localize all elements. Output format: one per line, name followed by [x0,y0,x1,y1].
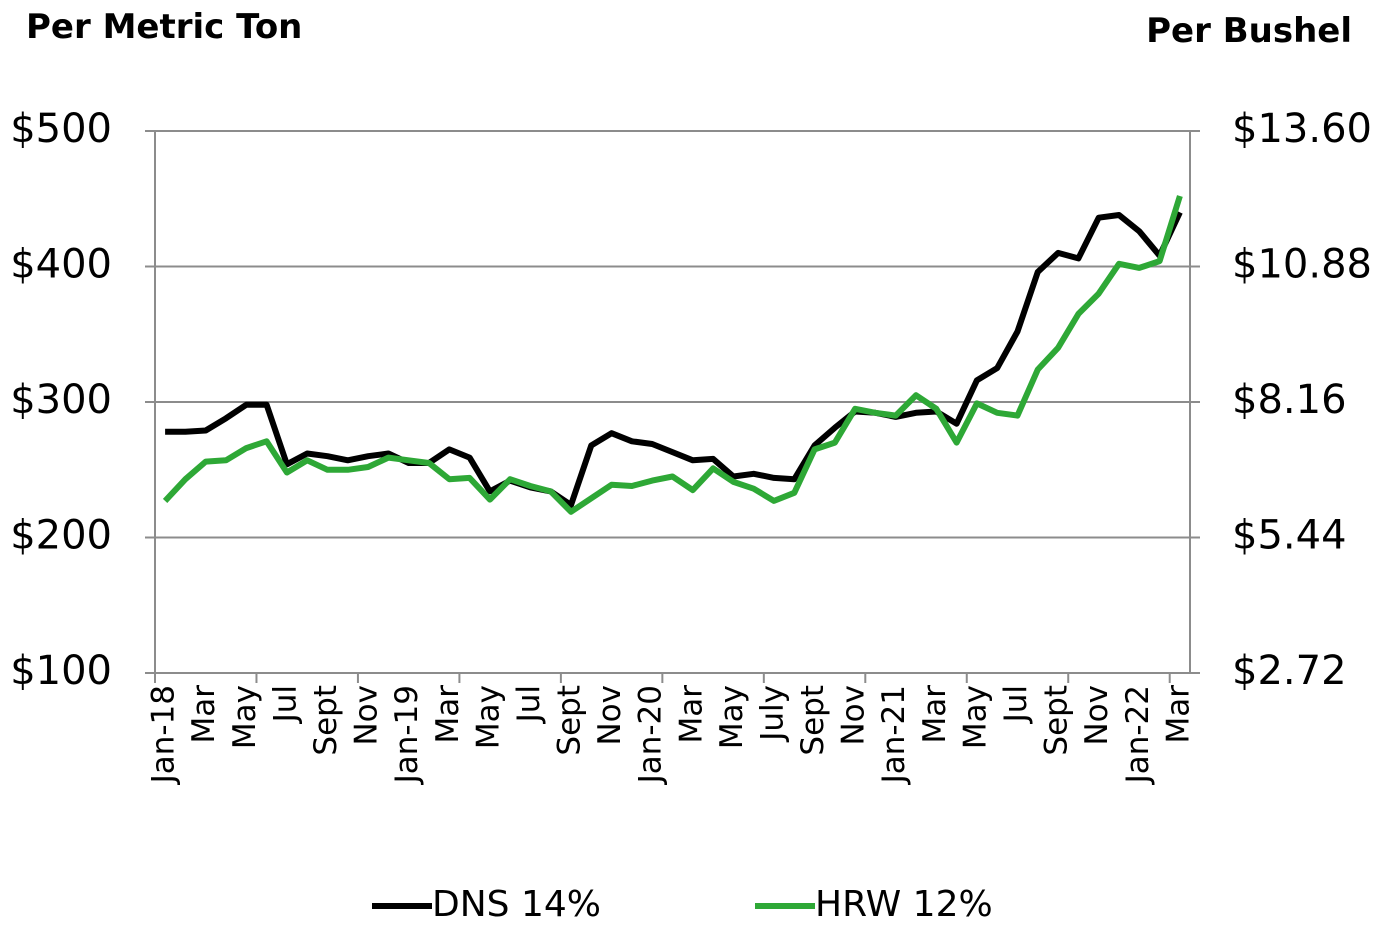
legend-label: HRW 12% [815,884,993,925]
line-series [162,195,1183,515]
x-tick-label: Nov [836,685,872,746]
line-series [165,211,1183,508]
y2-tick-label: $10.88 [1232,242,1372,288]
x-tick-label: Mar [673,685,709,744]
legend-label: DNS 14% [432,884,601,925]
x-tick-label: Nov [349,685,385,746]
x-tick-label: May [714,685,750,749]
y2-tick-label: $2.72 [1232,648,1347,694]
x-tick-label: Jul [267,685,303,724]
y-axis-label: Per Metric Ton [26,7,302,47]
y-tick-label: $500 [10,106,112,152]
x-tick-label: Jan-22 [1120,685,1156,785]
y2-tick-label: $8.16 [1232,377,1347,423]
y2-tick-label: $13.60 [1232,106,1372,152]
x-tick-label: May [957,685,993,749]
x-tick-label: Mar [1160,685,1196,744]
x-tick-label: May [470,685,506,749]
x-tick-label: Nov [1079,685,1115,746]
y2-tick-label: $5.44 [1232,513,1347,559]
x-tick-label: Sept [552,685,588,756]
y-tick-label: $200 [10,513,112,559]
y2-axis-label: Per Bushel [1146,11,1352,51]
x-tick-label: Sept [795,685,831,756]
x-tick-label: Sept [1039,685,1075,756]
y-tick-label: $400 [10,242,112,288]
y-tick-label: $300 [10,377,112,423]
x-tick-label: Sept [308,685,344,756]
x-tick-label: July [754,685,790,743]
x-tick-label: Jan-18 [146,685,182,785]
x-tick-label: Jan-19 [389,685,425,785]
x-tick-label: Jan-20 [633,685,669,785]
x-tick-label: Jul [511,685,547,724]
x-tick-label: Mar [186,685,222,744]
x-tick-label: Mar [917,685,953,744]
x-tick-label: May [227,685,263,749]
x-tick-label: Jan-21 [876,685,912,785]
x-tick-label: Mar [430,685,466,744]
y-tick-label: $100 [10,648,112,694]
x-tick-label: Nov [592,685,628,746]
x-tick-label: Jul [998,685,1034,724]
